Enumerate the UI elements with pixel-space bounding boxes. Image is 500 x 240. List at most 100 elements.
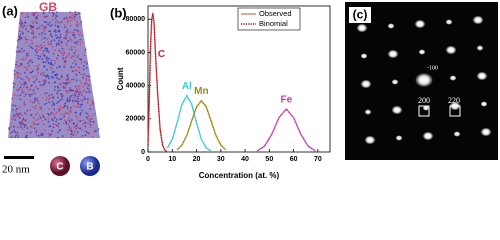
atom-dot: [32, 22, 35, 25]
curve-line: [176, 99, 226, 151]
atom-dot: [23, 104, 25, 107]
atom-dot: [79, 99, 82, 101]
atom-dot: [34, 107, 37, 110]
atom-dot: [18, 87, 21, 90]
atom-dot: [69, 89, 72, 91]
atom-dot: [69, 31, 72, 33]
atom-dot: [24, 119, 27, 122]
atom-dot: [35, 51, 38, 54]
atom-dot: [26, 62, 29, 65]
atom-dot: [49, 113, 52, 116]
atom-dot: [86, 83, 89, 86]
atom-dot: [20, 24, 22, 27]
atom-dot: [51, 104, 53, 107]
scale-bar: [4, 156, 34, 159]
atom-dot: [87, 75, 89, 78]
x-tick-label: 10: [168, 156, 176, 163]
atom-dot: [15, 112, 18, 115]
atom-dot: [21, 21, 23, 24]
atom-dot: [75, 13, 77, 16]
atom-dot: [23, 95, 26, 98]
atom-dot: [63, 113, 66, 116]
atom-dot: [62, 94, 65, 97]
atom-dot: [56, 92, 58, 95]
atom-dot: [71, 55, 74, 58]
atom-dot: [15, 109, 17, 112]
atom-dot: [57, 41, 60, 43]
atom-dot: [44, 32, 46, 35]
atom-dot: [91, 114, 94, 117]
atom-dot: [84, 126, 87, 128]
atom-dot: [75, 90, 78, 93]
atom-dot: [48, 98, 50, 101]
atom-dot: [28, 89, 30, 92]
atom-dot: [42, 72, 45, 74]
atom-dot: [81, 41, 83, 43]
scale-label: 20 nm: [2, 164, 30, 176]
atom-dot: [69, 11, 72, 14]
atom-dot: [22, 123, 25, 125]
atom-dot: [70, 19, 73, 22]
atom-dot: [67, 40, 70, 42]
atom-dot: [28, 79, 30, 82]
atom-dot: [54, 62, 57, 65]
atom-dot: [76, 123, 79, 125]
diffraction-spots: [356, 15, 492, 145]
atom-dot: [30, 46, 33, 49]
atom-dots: [8, 11, 100, 139]
atom-dot: [41, 24, 44, 27]
atom-dot: [72, 34, 74, 37]
atom-dot: [57, 43, 60, 45]
atom-dot: [73, 126, 76, 129]
atom-dot: [54, 49, 56, 52]
atom-dot: [28, 93, 31, 96]
atom-dot: [83, 89, 86, 92]
atom-dot: [89, 123, 92, 126]
atom-dot: [17, 50, 20, 53]
atom-dot: [80, 128, 83, 131]
y-tick-label: 60000: [126, 49, 146, 56]
atom-dot: [47, 57, 50, 60]
atom-dot: [80, 20, 83, 23]
atom-dot: [35, 119, 38, 121]
atom-dot: [44, 118, 47, 121]
atom-dot: [73, 52, 76, 55]
atom-dot: [44, 76, 47, 78]
atom-dot: [69, 109, 72, 111]
atom-dot: [70, 107, 72, 109]
atom-dot: [78, 120, 80, 123]
atom-dot: [53, 116, 56, 119]
figure-svg: (a) GB 20 nm C B (b) Concentration (at. …: [2, 0, 498, 180]
atom-dot: [32, 25, 35, 28]
curve-line: [176, 99, 227, 151]
atom-dot: [53, 113, 56, 116]
atom-dot: [19, 112, 21, 115]
panel-label: (b): [110, 5, 127, 20]
atom-dot: [75, 73, 77, 75]
atom-dot: [56, 66, 58, 69]
atom-dot: [91, 135, 94, 138]
atom-dot: [22, 117, 25, 120]
atom-dot: [72, 62, 74, 65]
atom-dot: [34, 49, 37, 51]
atom-dot: [24, 103, 27, 106]
atom-dot: [29, 131, 32, 134]
spot: [414, 19, 426, 29]
atom-dot: [15, 134, 18, 137]
atom-dot: [38, 33, 41, 35]
atom-dot: [54, 21, 57, 24]
atom-dot: [83, 54, 85, 57]
atom-dot: [50, 68, 53, 71]
atom-dot: [19, 106, 22, 108]
atom-dot: [33, 81, 35, 84]
curve-label: Al: [182, 81, 192, 92]
atom-dot: [52, 123, 55, 125]
atom-dot: [23, 71, 26, 74]
atom-dot: [38, 64, 40, 66]
atom-dot: [77, 91, 80, 94]
atom-dot: [47, 43, 50, 46]
atom-dot: [68, 48, 71, 51]
atom-dot: [13, 129, 15, 132]
atom-dot: [26, 13, 29, 16]
